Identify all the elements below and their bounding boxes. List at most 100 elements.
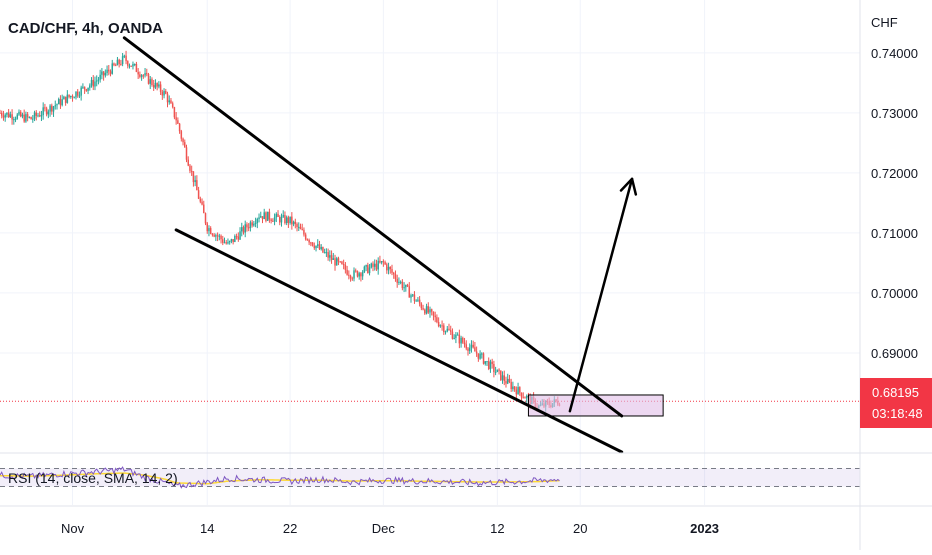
candle-body — [33, 112, 36, 119]
candle-body — [291, 216, 293, 225]
candle-body — [401, 281, 404, 289]
candle-body — [493, 364, 495, 373]
candle-body — [413, 294, 416, 301]
candle-body — [223, 242, 226, 244]
candle-body — [253, 223, 255, 226]
candle-body — [32, 118, 34, 120]
candle-body — [332, 258, 335, 260]
candle-body — [109, 71, 112, 74]
y-tick-label: 0.74000 — [871, 46, 918, 61]
candle-body — [460, 337, 462, 344]
candle-body — [168, 100, 170, 103]
candle-body — [9, 114, 12, 118]
candle-body — [51, 105, 53, 112]
candle-body — [95, 80, 98, 82]
rsi-indicator-label[interactable]: RSI (14, close, SMA, 14, 2) — [8, 470, 178, 486]
candle-body — [225, 242, 227, 244]
candle-body — [130, 65, 132, 67]
candle-body — [175, 117, 177, 121]
symbol-title[interactable]: CAD/CHF, 4h, OANDA — [8, 20, 164, 37]
candle-body — [354, 270, 357, 272]
candle-body — [199, 198, 202, 202]
candle-body — [206, 223, 208, 232]
candle-body — [424, 309, 426, 314]
candle-body — [187, 159, 189, 166]
candle-body — [386, 264, 388, 271]
candle-body — [184, 142, 186, 148]
candle-body — [444, 331, 447, 333]
candle-body — [135, 63, 138, 72]
candle-body — [322, 246, 324, 253]
candle-body — [156, 83, 158, 87]
candle-body — [82, 86, 84, 88]
candle-body — [49, 105, 51, 112]
candle-body — [443, 325, 445, 333]
candle-body — [213, 234, 215, 237]
x-tick-label: Nov — [61, 521, 85, 536]
candle-body — [415, 300, 417, 302]
candle-body — [506, 378, 509, 384]
candle-body — [190, 170, 193, 172]
candle-body — [209, 228, 212, 234]
candle-body — [512, 386, 514, 390]
candle-body — [235, 236, 238, 238]
candle-body — [285, 217, 288, 224]
candle-body — [475, 351, 478, 354]
candle-body — [6, 112, 8, 115]
candle-body — [320, 246, 322, 250]
candle-body — [196, 180, 198, 191]
candle-body — [90, 79, 93, 86]
candle-body — [254, 222, 257, 224]
candle-body — [66, 94, 69, 103]
candle-body — [197, 190, 200, 199]
candle-body — [118, 59, 120, 64]
candle-body — [180, 131, 183, 139]
candle-body — [123, 55, 126, 57]
candle-body — [453, 337, 455, 339]
candle-body — [486, 361, 488, 363]
x-tick-label: 2023 — [690, 521, 719, 536]
candle-body — [222, 239, 224, 243]
candle-body — [441, 325, 443, 327]
candle-body — [515, 389, 518, 395]
candle-body — [525, 395, 528, 399]
candle-body — [234, 236, 236, 242]
candle-body — [429, 309, 431, 313]
candle-body — [299, 226, 302, 230]
candle-body — [21, 114, 24, 117]
candle-body — [144, 73, 146, 76]
candle-body — [519, 387, 521, 393]
candle-body — [64, 96, 67, 103]
candle-body — [101, 71, 103, 75]
candle-body — [258, 217, 260, 219]
candle-body — [367, 265, 369, 274]
candle-body — [417, 299, 419, 301]
candle-body — [177, 120, 179, 124]
candle-body — [337, 258, 340, 262]
candle-body — [418, 299, 421, 304]
candle-body — [306, 239, 309, 241]
candle-body — [391, 269, 393, 273]
candle-body — [384, 262, 386, 265]
candle-body — [111, 63, 113, 74]
candle-body — [47, 111, 50, 115]
candle-body — [108, 69, 110, 72]
candle-body — [449, 330, 452, 332]
candle-body — [76, 91, 79, 96]
candle-body — [132, 64, 134, 67]
candle-body — [501, 375, 504, 381]
candle-body — [335, 258, 338, 266]
upper-trendline — [122, 36, 624, 418]
candle-body — [522, 397, 525, 399]
candle-body — [57, 99, 60, 105]
candle-body — [247, 227, 250, 229]
candle-body — [85, 89, 88, 91]
candle-body — [503, 375, 506, 382]
candle-body — [349, 275, 352, 279]
candle-body — [146, 73, 148, 75]
candle-body — [78, 95, 81, 97]
candle-body — [361, 272, 364, 277]
candle-body — [166, 93, 169, 103]
